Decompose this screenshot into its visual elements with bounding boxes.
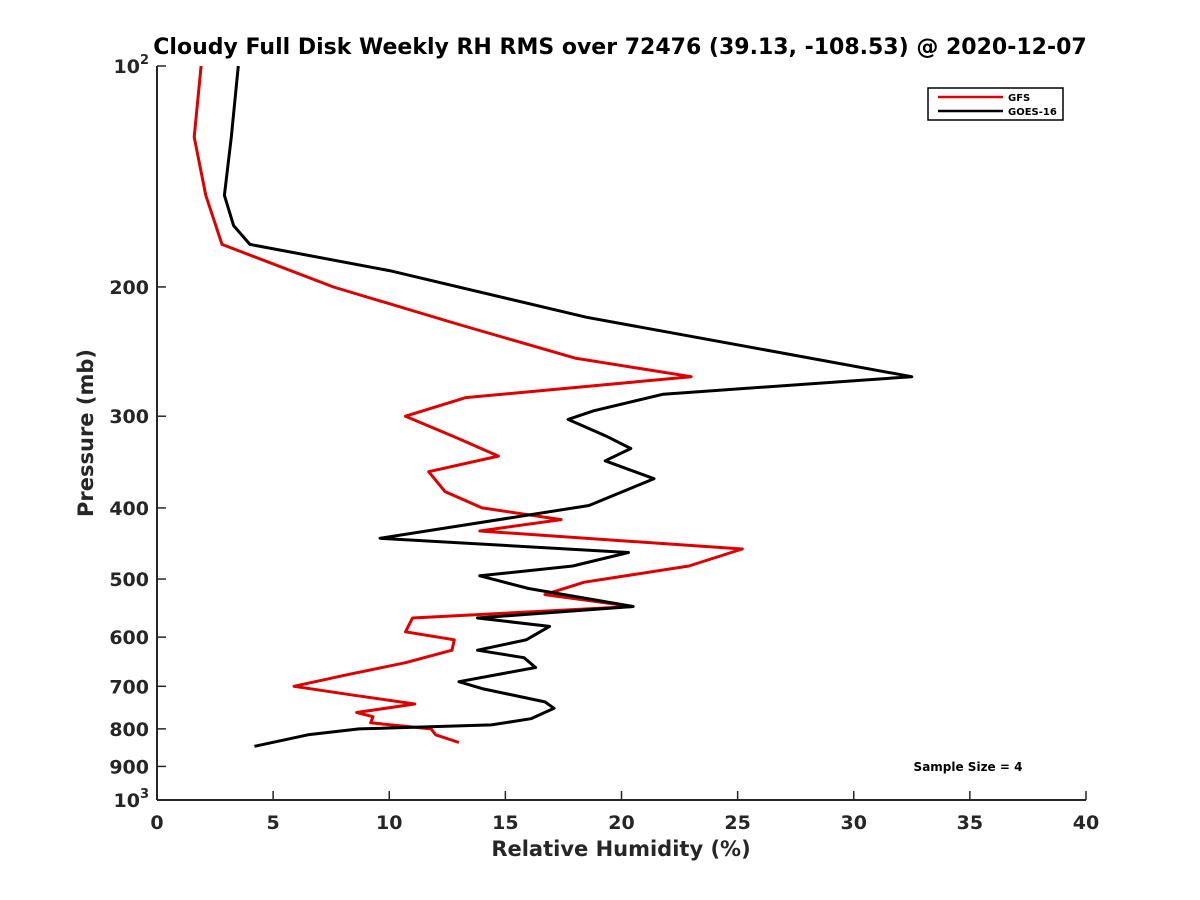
x-tick-label: 0	[150, 812, 163, 834]
legend-box	[927, 87, 1064, 121]
x-tick-label: 30	[841, 812, 867, 834]
legend: GFS GOES-16	[927, 87, 1064, 121]
sample-size-annotation: Sample Size = 4	[914, 760, 1023, 774]
y-tick-label: 200	[109, 277, 149, 299]
x-tick-label: 15	[492, 812, 518, 834]
x-tick-label: 20	[608, 812, 634, 834]
y-tick-label: 300	[109, 406, 149, 428]
y-tick-label: 600	[109, 627, 149, 649]
y-tick-label: 800	[109, 719, 149, 741]
y-tick-label: 103	[114, 787, 150, 812]
y-tick-label: 900	[109, 756, 149, 778]
y-tick-label: 700	[109, 676, 149, 698]
chart-title: Cloudy Full Disk Weekly RH RMS over 7247…	[153, 35, 1086, 60]
x-tick-label: 35	[957, 812, 983, 834]
legend-goes16-label: GOES-16	[1008, 107, 1057, 118]
y-axis-label: Pressure (mb)	[74, 349, 98, 517]
y-tick-label: 400	[109, 498, 149, 520]
series-line-goes16	[222, 65, 914, 748]
x-axis-ticks: 0 5 10 15 20 25 30 35 40	[150, 791, 1099, 834]
y-tick-label: 500	[109, 569, 149, 591]
series-line-gfs	[192, 65, 744, 744]
legend-gfs-label: GFS	[1008, 93, 1030, 104]
x-tick-label: 10	[376, 812, 402, 834]
x-tick-label: 40	[1073, 812, 1099, 834]
y-tick-label: 102	[114, 53, 150, 78]
plot-area: 0 5 10 15 20 25 30 35 40 102 200 300 400 500 600 700 80…	[109, 53, 1099, 834]
x-tick-label: 25	[724, 812, 750, 834]
x-axis-label: Relative Humidity (%)	[491, 837, 750, 861]
x-tick-label: 5	[267, 812, 280, 834]
y-axis-ticks: 102 200 300 400 500 600 700 800 900 103	[109, 53, 166, 812]
series-layer	[192, 65, 914, 748]
